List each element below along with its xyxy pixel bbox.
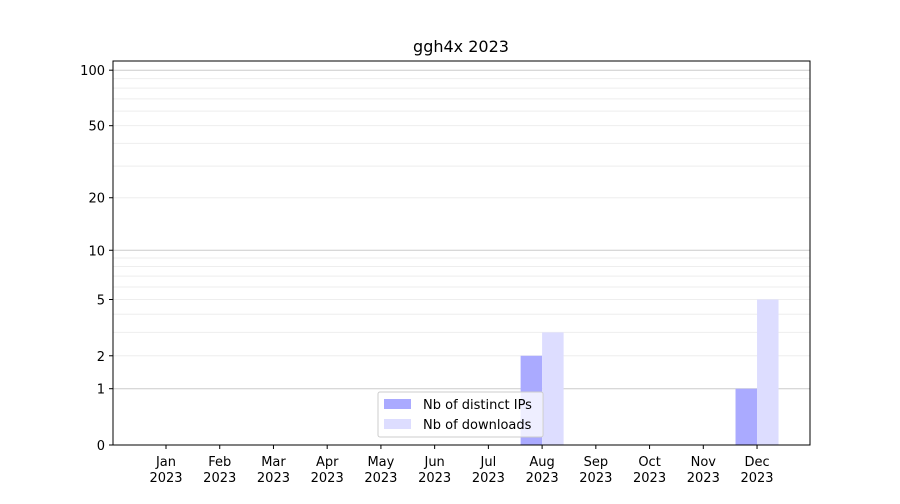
bar-nb-of-downloads	[757, 299, 779, 445]
x-tick-label-line: 2023	[364, 471, 397, 486]
x-tick-label: Apr 2023	[311, 455, 344, 486]
legend-swatch	[384, 419, 411, 429]
y-tick-label: 0	[97, 439, 105, 454]
x-tick-label-line: Nov	[691, 455, 717, 470]
x-tick-label-line: Feb	[208, 455, 231, 470]
x-tick-label-line: Sep	[584, 455, 609, 470]
legend-box	[377, 391, 544, 438]
x-tick-label-line: 2023	[633, 471, 666, 486]
x-tick-label: Nov 2023	[687, 455, 720, 486]
x-tick-label-line: 2023	[418, 471, 451, 486]
x-tick-label-line: Jul	[480, 455, 497, 470]
y-tick-label: 5	[97, 293, 105, 308]
x-tick-label-line: 2023	[526, 471, 559, 486]
x-tick-label: May 2023	[364, 455, 397, 486]
x-tick-label: Oct 2023	[633, 455, 666, 486]
x-tick-label-line: 2023	[203, 471, 236, 486]
x-tick-label-line: 2023	[740, 471, 773, 486]
x-tick-label-line: Aug	[529, 455, 554, 470]
x-tick-label-line: 2023	[579, 471, 612, 486]
y-tick-label: 2	[97, 350, 105, 365]
x-tick-label-line: 2023	[149, 471, 182, 486]
x-tick-label-line: Jan	[155, 455, 176, 470]
x-tick-label-line: 2023	[311, 471, 344, 486]
x-tick-label-line: 2023	[687, 471, 720, 486]
x-tick-label-line: Apr	[316, 455, 339, 470]
x-tick-label: Feb 2023	[203, 455, 236, 486]
chart-title: ggh4x 2023	[413, 37, 509, 56]
x-tick-label-line: May	[367, 455, 394, 470]
legend-label: Nb of downloads	[423, 418, 532, 433]
x-tick-label: Dec 2023	[740, 455, 773, 486]
x-tick-label: Mar 2023	[257, 455, 290, 486]
y-tick-label: 100	[80, 64, 105, 79]
plot-frame	[112, 60, 811, 446]
y-tick-label: 10	[88, 244, 105, 259]
x-tick-label-line: Dec	[744, 455, 769, 470]
x-tick-label-line: Mar	[261, 455, 286, 470]
x-tick-label: Jul 2023	[472, 455, 505, 486]
legend-label: Nb of distinct IPs	[423, 398, 532, 413]
x-tick-label-line: 2023	[472, 471, 505, 486]
x-tick-label: Aug 2023	[526, 455, 559, 486]
y-tick-label: 50	[88, 120, 105, 135]
x-tick-label: Jun 2023	[418, 455, 451, 486]
y-tick-label: 20	[88, 192, 105, 207]
x-tick-label: Jan 2023	[149, 455, 182, 486]
x-tick-label-line: 2023	[257, 471, 290, 486]
bar-nb-of-distinct-ips	[735, 388, 758, 445]
bar-nb-of-downloads	[542, 332, 564, 445]
legend-swatch	[384, 399, 411, 409]
x-tick-label: Sep 2023	[579, 455, 612, 486]
legend: Nb of distinct IPs Nb of downloads	[377, 391, 544, 438]
y-tick-label: 1	[97, 383, 105, 398]
x-tick-label-line: Oct	[638, 455, 660, 470]
x-tick-label-line: Jun	[423, 455, 444, 470]
